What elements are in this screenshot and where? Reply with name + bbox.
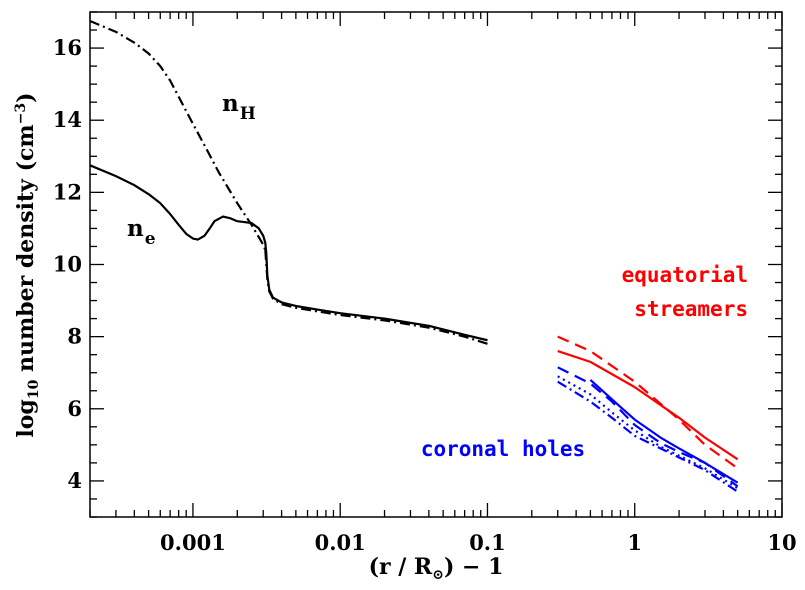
x-tick-label: 0.1	[469, 530, 506, 555]
series-line-3	[557, 350, 739, 461]
series-line-0	[89, 20, 267, 251]
x-axis-label: (r / R⊙) − 1	[369, 554, 504, 583]
y-tick-label: 4	[67, 468, 82, 493]
streamers-label-line1: equatorial	[622, 263, 748, 287]
series-line-7	[557, 375, 739, 490]
y-axis-label: log10 number density (cm−3)	[13, 92, 42, 437]
ne-label: ne	[127, 215, 156, 249]
x-tick-label: 0.01	[315, 530, 366, 555]
y-tick-label: 14	[53, 107, 82, 132]
axis-ticks	[89, 11, 783, 518]
nh-label: nH	[222, 90, 256, 124]
series-lines	[89, 20, 739, 493]
y-tick-label: 8	[67, 324, 82, 349]
y-tick-label: 16	[53, 35, 82, 60]
tick-labels: 0.001 0.01 0.1 1 10 4 6 8 10 12 14 16	[53, 35, 797, 555]
y-tick-label: 6	[67, 396, 82, 421]
series-line-5	[589, 379, 739, 484]
x-tick-label: 10	[767, 530, 796, 555]
series-line-8	[557, 380, 739, 493]
x-tick-label: 1	[627, 530, 642, 555]
coronal-holes-label: coronal holes	[421, 437, 585, 461]
y-tick-label: 12	[53, 179, 82, 204]
y-tick-label: 10	[53, 252, 82, 277]
series-line-6	[557, 366, 739, 488]
series-line-1	[89, 164, 488, 342]
series-line-4	[557, 335, 739, 470]
x-tick-label: 0.001	[160, 530, 226, 555]
streamers-label-line2: streamers	[634, 297, 748, 321]
series-line-2	[264, 249, 488, 345]
